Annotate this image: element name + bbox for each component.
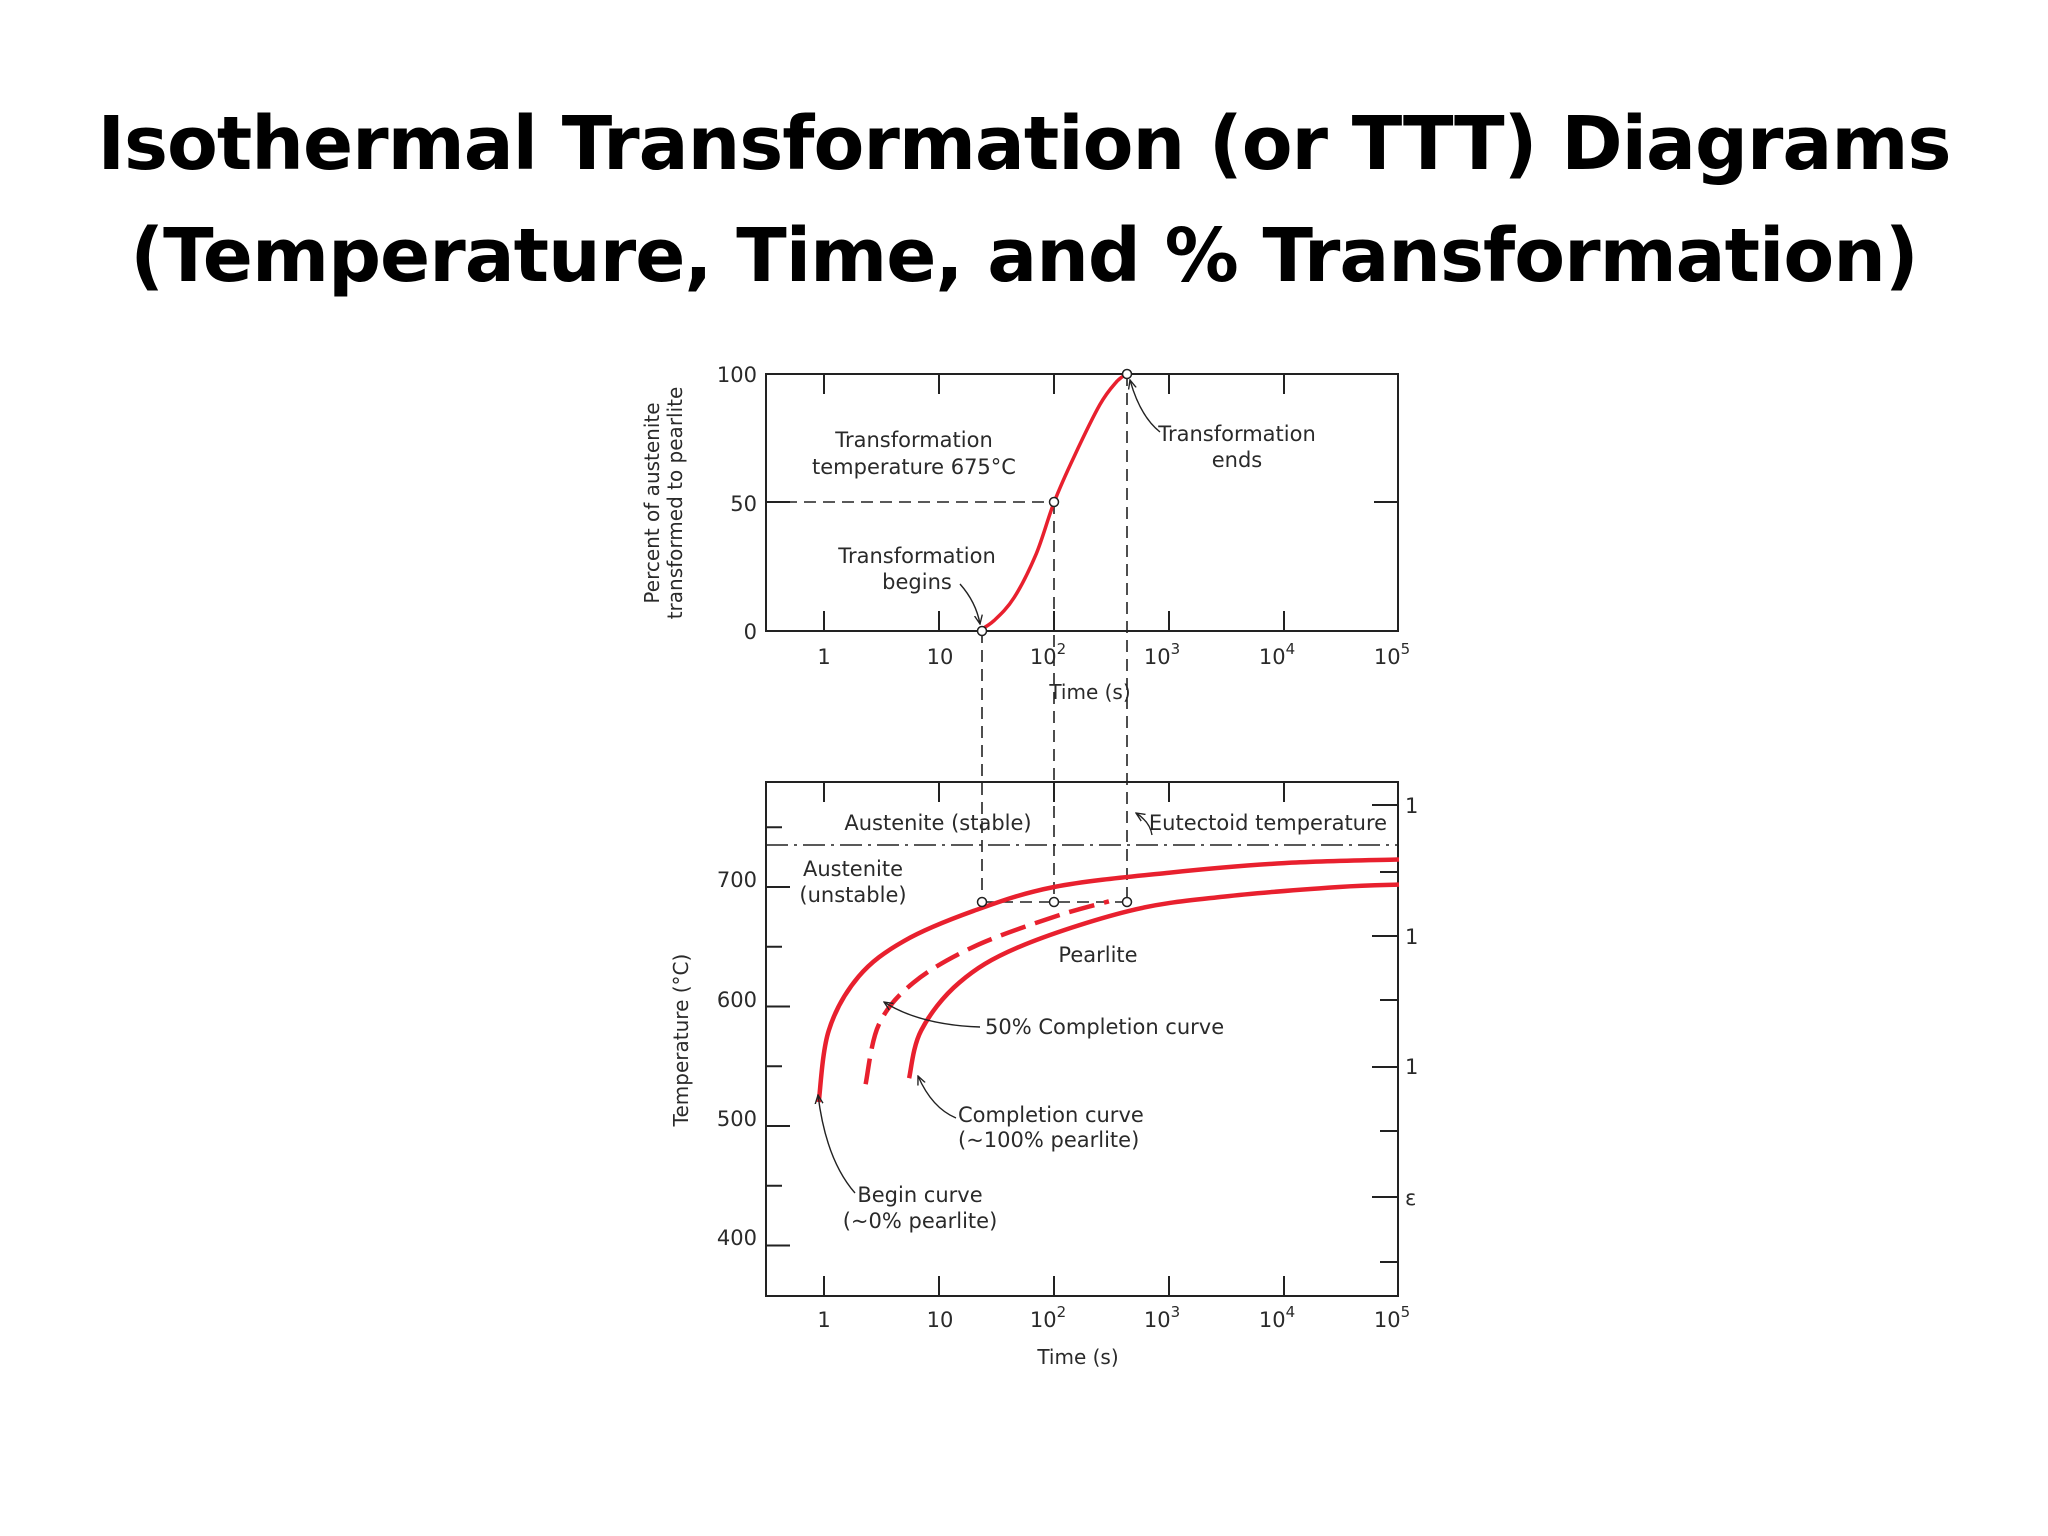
eutectoid-arrow (1136, 813, 1153, 836)
top-tick-marks (766, 373, 1398, 632)
austenite-stable-label: Austenite (stable) (844, 811, 1031, 835)
completion-curve-label-2: (~100% pearlite) (958, 1128, 1139, 1152)
austenite-unstable-label-2: (unstable) (799, 883, 906, 907)
top-guide-lines (766, 374, 1128, 902)
top-x-tick-1000: 103 (1144, 640, 1180, 669)
top-y-axis-label: Percent of austenitetransformed to pearl… (640, 387, 687, 620)
completion-curve (906, 882, 1400, 1079)
bottom-y-tick-500: 500 (717, 1107, 757, 1131)
begins-label-2: begins (882, 570, 952, 594)
title-line-1: Isothermal Transformation (or TTT) Diagr… (97, 101, 1951, 187)
begin-curve (816, 857, 1400, 1103)
fifty-percent-curve-label: 50% Completion curve (985, 1015, 1224, 1039)
austenite-unstable-label-1: Austenite (803, 857, 903, 881)
begins-label-1: Transformation (837, 544, 996, 568)
completion-curve-label-1: Completion curve (958, 1103, 1144, 1127)
iso-begin-point (976, 896, 988, 908)
bottom-y-tick-600: 600 (717, 988, 757, 1012)
bottom-x-axis-label: Time (s) (1036, 1345, 1118, 1369)
bottom-plot-frame (765, 781, 1399, 1297)
ends-label-2: ends (1212, 448, 1263, 472)
bottom-y-tick-400: 400 (717, 1226, 757, 1250)
iso-half-point (1048, 896, 1060, 908)
bottom-y-tick-700: 700 (717, 868, 757, 892)
top-x-tick-10: 10 (927, 645, 954, 669)
begin-point (976, 625, 988, 637)
slide-title: Isothermal Transformation (or TTT) Diagr… (0, 88, 2048, 312)
begins-arrow (959, 583, 980, 624)
right-tick-4: ε (1405, 1186, 1416, 1210)
fifty-percent-curve (863, 899, 1110, 1085)
top-chart: 100 50 0 1 10 102 103 104 105 Time (s) P… (640, 363, 1410, 902)
bottom-chart: 700 600 500 400 1 10 102 103 104 105 1 1… (669, 781, 1418, 1369)
pearlite-label: Pearlite (1058, 943, 1137, 967)
bottom-x-tick-10: 10 (927, 1308, 954, 1332)
top-x-tick-10000: 104 (1259, 640, 1295, 669)
begin-curve-label-2: (~0% pearlite) (843, 1209, 998, 1233)
top-y-tick-100: 100 (717, 363, 757, 387)
begin-curve-arrow (818, 1095, 856, 1194)
bottom-x-tick-1000: 103 (1144, 1303, 1180, 1332)
completion-arrow (918, 1076, 957, 1119)
fifty-percent-arrow (884, 1002, 981, 1028)
begin-curve-label-1: Begin curve (857, 1183, 982, 1207)
bottom-x-tick-100000: 105 (1374, 1303, 1410, 1332)
ends-arrow (1130, 380, 1161, 433)
top-x-tick-100000: 105 (1374, 640, 1410, 669)
ends-label-1: Transformation (1157, 422, 1316, 446)
bottom-x-tick-10000: 104 (1259, 1303, 1295, 1332)
half-point (1048, 496, 1060, 508)
top-y-tick-0: 0 (744, 620, 757, 644)
right-tick-3: 1 (1405, 1055, 1418, 1079)
top-x-tick-1: 1 (817, 645, 830, 669)
bottom-x-tick-1: 1 (817, 1308, 830, 1332)
end-point (1121, 368, 1133, 380)
bottom-tick-marks (766, 782, 1398, 1296)
right-tick-2: 1 (1405, 925, 1418, 949)
temperature-label-2: temperature 675°C (812, 455, 1016, 479)
iso-end-point (1121, 896, 1133, 908)
top-y-tick-50: 50 (730, 492, 757, 516)
title-line-2: (Temperature, Time, and % Transformation… (130, 213, 1918, 299)
bottom-y-axis-label: Temperature (°C) (669, 954, 693, 1128)
top-plot-frame (765, 373, 1399, 632)
top-x-tick-100: 102 (1030, 640, 1066, 669)
top-x-axis-label: Time (s) (1048, 680, 1130, 704)
temperature-label-1: Transformation (834, 428, 993, 452)
bottom-x-tick-100: 102 (1030, 1303, 1066, 1332)
right-tick-1: 1 (1405, 794, 1418, 818)
eutectoid-label: Eutectoid temperature (1149, 811, 1387, 835)
